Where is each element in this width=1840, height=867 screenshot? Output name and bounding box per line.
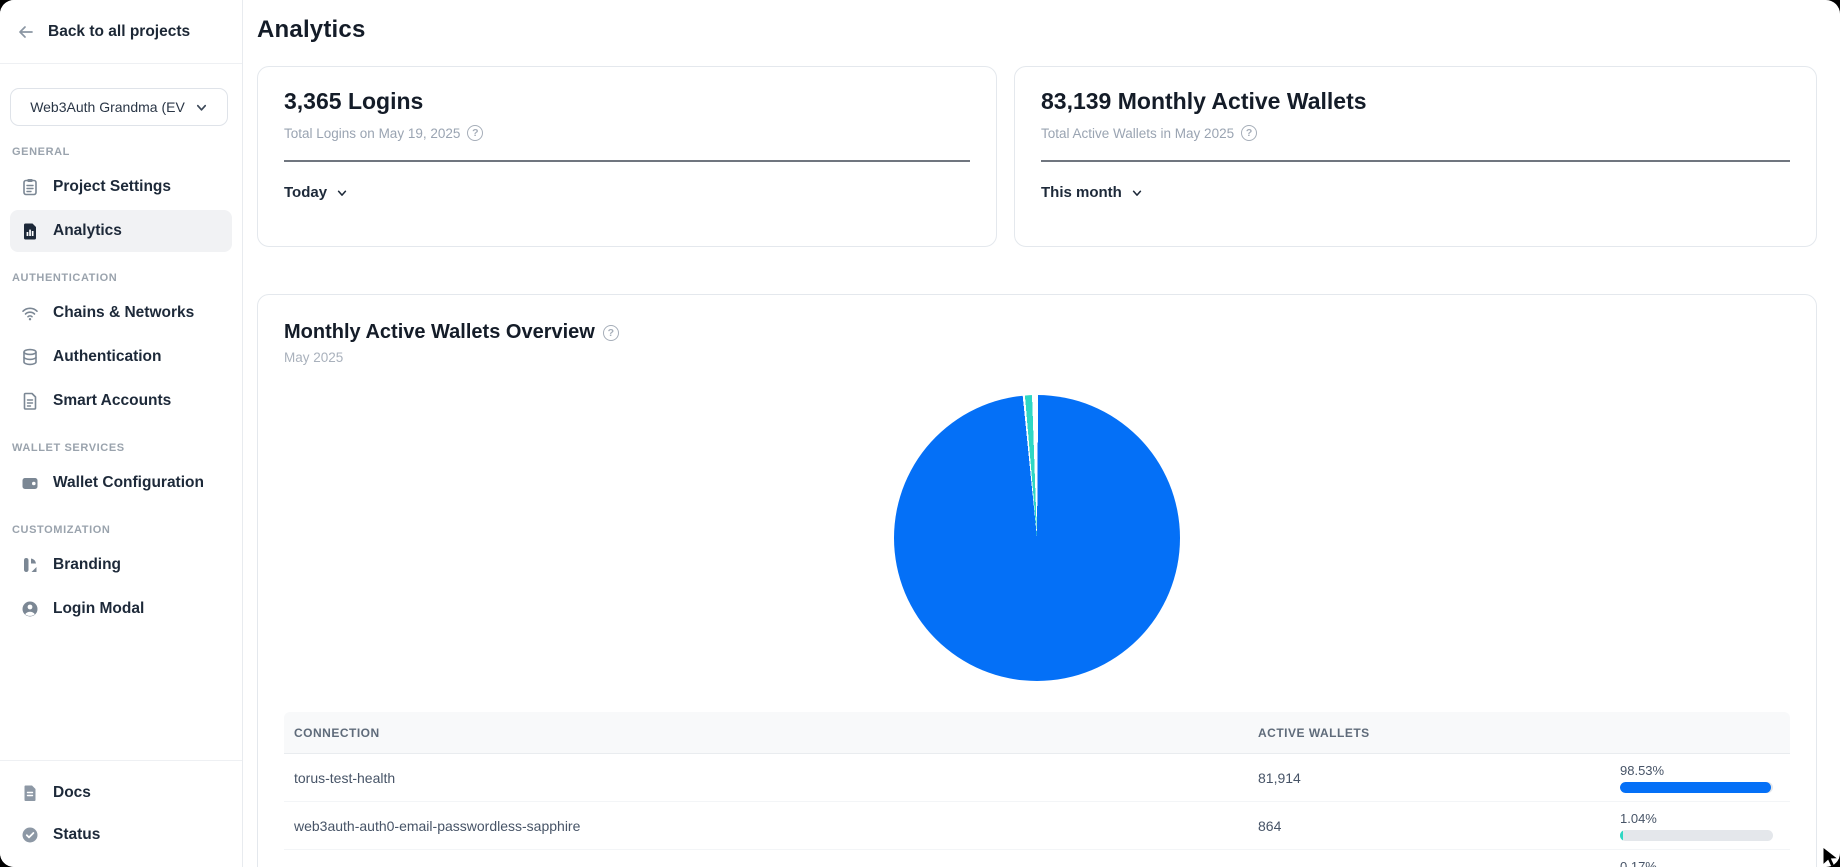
arrow-left-icon — [19, 25, 33, 38]
card-divider — [284, 160, 970, 162]
sidebar-item-label: Chains & Networks — [53, 304, 195, 321]
sidebar-item-wallet-configuration[interactable]: Wallet Configuration — [10, 462, 232, 504]
table-header-row: CONNECTION ACTIVE WALLETS — [284, 712, 1790, 754]
monthly-active-wallets-overview-card: Monthly Active Wallets Overview ? May 20… — [257, 294, 1817, 867]
sidebar-item-label: Project Settings — [53, 178, 171, 195]
sidebar-item-status[interactable]: Status — [10, 815, 232, 855]
sidebar-item-label: Branding — [53, 556, 122, 573]
logins-range-dropdown[interactable]: Today — [284, 184, 348, 201]
nav-section-label-wallet-services: WALLET SERVICES — [12, 442, 125, 454]
logins-value: 3,365 Logins — [284, 88, 424, 114]
percent-cell: 0.17% — [1620, 859, 1790, 867]
wifi-icon — [22, 307, 38, 321]
page-title: Analytics — [257, 16, 366, 43]
logins-subtitle: Total Logins on May 19, 2025 — [284, 125, 461, 141]
chevron-down-icon — [337, 190, 347, 196]
percent-label: 1.04% — [1620, 810, 1657, 826]
nav-section-label-customization: CUSTOMIZATION — [12, 524, 111, 536]
percent-label: 0.17% — [1620, 858, 1657, 867]
sidebar-item-label: Status — [53, 826, 101, 843]
sidebar-item-label: Analytics — [53, 222, 122, 239]
sidebar-spacer — [0, 632, 242, 760]
active-wallets-subtitle: Total Active Wallets in May 2025 — [1041, 125, 1235, 141]
logins-stat-card: 3,365 Logins Total Logins on May 19, 202… — [257, 66, 997, 247]
connections-table: CONNECTION ACTIVE WALLETS torus-test-hea… — [284, 712, 1790, 867]
sidebar-item-label: Authentication — [53, 348, 162, 365]
sidebar-item-branding[interactable]: Branding — [10, 544, 232, 586]
paint-icon — [24, 558, 37, 572]
active-wallets-value: 83,139 Monthly Active Wallets — [1041, 88, 1367, 114]
progress-bar — [1620, 829, 1773, 841]
connection-name: web3auth-auth0-email-passwordless-sapphi… — [294, 817, 581, 834]
user-circle-icon — [22, 601, 38, 617]
active-wallets-count: 864 — [1258, 817, 1282, 834]
active-wallets-count: 145 — [1248, 866, 1620, 867]
project-selector-value: Web3Auth Grandma (EV — [30, 99, 185, 115]
help-icon[interactable]: ? — [1241, 125, 1258, 141]
sidebar-nav: GENERAL Project Settings Analytics — [0, 126, 242, 632]
sidebar-item-label: Smart Accounts — [53, 392, 172, 409]
chevron-down-icon — [196, 104, 206, 111]
project-selector-dropdown[interactable]: Web3Auth Grandma (EV — [10, 88, 228, 126]
active-wallets-pie-chart — [894, 395, 1180, 681]
sidebar-item-label: Wallet Configuration — [53, 474, 204, 491]
help-icon[interactable]: ? — [467, 125, 484, 141]
sidebar-item-analytics[interactable]: Analytics — [10, 210, 232, 252]
chevron-down-icon — [1132, 190, 1142, 196]
active-wallets-count: 81,914 — [1258, 769, 1301, 786]
database-icon — [23, 348, 37, 366]
sidebar-item-login-modal[interactable]: Login Modal — [10, 588, 232, 630]
sidebar-item-project-settings[interactable]: Project Settings — [10, 166, 232, 208]
overview-subtitle: May 2025 — [284, 350, 344, 365]
sidebar-item-chains-networks[interactable]: Chains & Networks — [10, 292, 232, 334]
sidebar-item-docs[interactable]: Docs — [10, 773, 232, 813]
nav-section-label-authentication: AUTHENTICATION — [12, 272, 118, 284]
clipboard-icon — [23, 179, 37, 196]
table-row: web3auth-google-sapphire 145 0.17% — [284, 850, 1790, 867]
stat-cards-row: 3,365 Logins Total Logins on May 19, 202… — [257, 66, 1817, 247]
connection-name: web3auth-google-sapphire — [284, 866, 1248, 867]
progress-bar — [1620, 781, 1773, 793]
percent-cell: 98.53% — [1620, 763, 1790, 793]
active-wallets-stat-card: 83,139 Monthly Active Wallets Total Acti… — [1014, 66, 1817, 247]
back-to-projects-button[interactable]: Back to all projects — [0, 0, 242, 64]
file-icon — [23, 392, 37, 410]
mouse-cursor — [1822, 846, 1840, 867]
column-header-active-wallets: ACTIVE WALLETS — [1258, 725, 1370, 740]
range-value: This month — [1041, 184, 1122, 201]
overview-title: Monthly Active Wallets Overview — [284, 321, 595, 343]
back-label: Back to all projects — [48, 22, 191, 40]
sidebar-item-label: Docs — [53, 784, 91, 801]
column-header-connection: CONNECTION — [294, 725, 380, 740]
help-icon[interactable]: ? — [602, 324, 619, 341]
doc-icon — [24, 785, 36, 801]
check-circle-icon — [22, 827, 38, 843]
connection-name: torus-test-health — [294, 769, 396, 786]
table-row: web3auth-auth0-email-passwordless-sapphi… — [284, 802, 1790, 850]
range-value: Today — [284, 184, 328, 201]
percent-cell: 1.04% — [1620, 811, 1790, 841]
main-content: Analytics 3,365 Logins Total Logins on M… — [243, 0, 1840, 867]
sidebar: Back to all projects Web3Auth Grandma (E… — [0, 0, 243, 867]
card-divider — [1041, 160, 1790, 162]
percent-label: 98.53% — [1620, 762, 1665, 778]
analytics-report-icon — [24, 223, 36, 240]
nav-section-label-general: GENERAL — [12, 146, 70, 158]
active-wallets-range-dropdown[interactable]: This month — [1041, 184, 1143, 201]
sidebar-item-smart-accounts[interactable]: Smart Accounts — [10, 380, 232, 422]
sidebar-item-label: Login Modal — [53, 600, 145, 617]
sidebar-item-authentication[interactable]: Authentication — [10, 336, 232, 378]
table-row: torus-test-health 81,914 98.53% — [284, 754, 1790, 802]
wallet-icon — [22, 478, 38, 489]
sidebar-footer: Docs Status — [0, 760, 242, 867]
